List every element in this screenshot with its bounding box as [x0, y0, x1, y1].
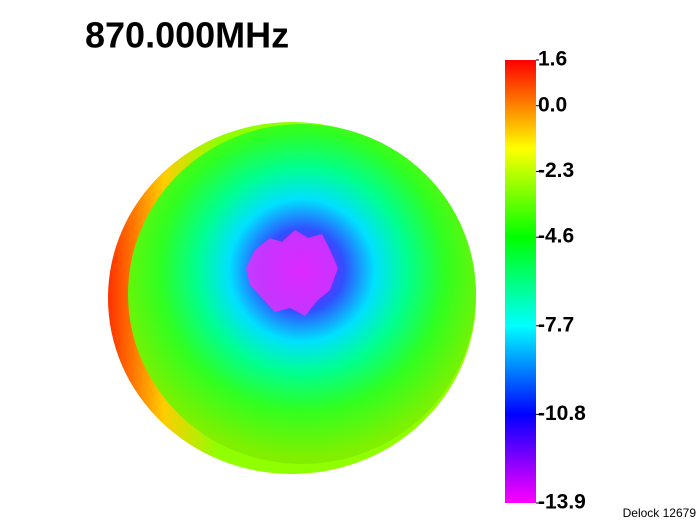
pattern-disk	[108, 122, 476, 474]
colorbar-tick-label: -2.3	[538, 159, 574, 182]
colorbar	[505, 60, 536, 503]
colorbar-tick-label: -4.6	[538, 225, 574, 248]
colorbar-tick-label: 1.6	[538, 48, 567, 71]
colorbar-tick-label: 0.0	[538, 93, 567, 116]
colorbar-tick-label: -13.9	[538, 491, 586, 514]
colorbar-tick-label: -10.8	[538, 402, 586, 425]
chart-title: 870.000MHz	[85, 15, 289, 56]
watermark: Delock 12679	[623, 506, 697, 520]
colorbar-tick-label: -7.7	[538, 313, 574, 336]
